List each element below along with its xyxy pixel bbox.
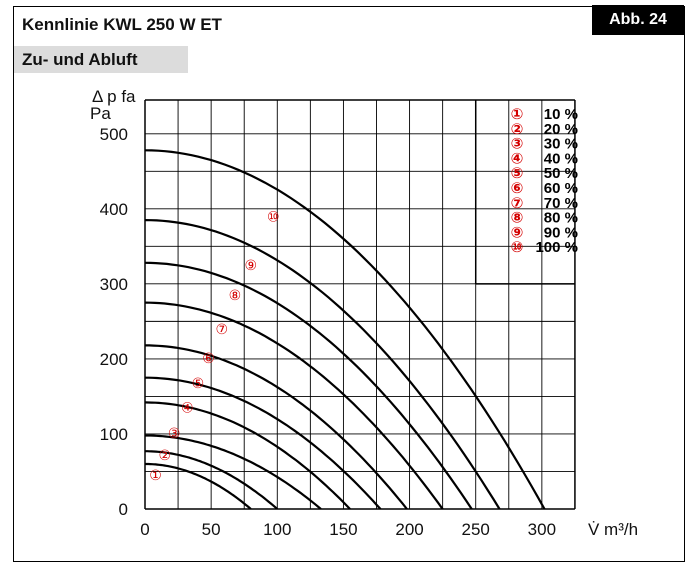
legend-label: 30 %	[544, 136, 578, 153]
curve-line	[145, 149, 546, 509]
legend-label: 50 %	[544, 165, 578, 182]
y-tick-label: 500	[100, 125, 128, 144]
legend-marker: ③	[511, 135, 524, 153]
legend-marker: ⑨	[511, 223, 524, 241]
legend-label: 70 %	[544, 195, 578, 212]
curve-marker: ③	[168, 426, 181, 442]
curve-markers: ① ② ③④ ⑤ ⑥⑦ ⑧⑨ ⑩	[149, 209, 279, 484]
y-tick-label: 200	[100, 350, 128, 369]
curve-marker: ④	[181, 401, 194, 417]
y-tick-label: 0	[119, 500, 128, 519]
legend-label: 100 %	[535, 239, 578, 256]
legend-marker: ⑦	[511, 194, 524, 212]
x-tick-label: 250	[462, 520, 490, 539]
curve-marker: ⑤	[192, 376, 205, 392]
curves	[145, 149, 546, 509]
curve-line	[145, 434, 322, 509]
curve-marker: ⑨	[245, 258, 258, 274]
curve-line	[145, 450, 279, 509]
x-tick-label: 0	[140, 520, 149, 539]
chart-frame	[13, 6, 685, 562]
x-tick-label: 100	[263, 520, 291, 539]
legend-label: 40 %	[544, 150, 578, 167]
legend-marker: ④	[511, 149, 524, 167]
curve-marker: ⑧	[229, 288, 242, 304]
y-tick-label: 400	[100, 200, 128, 219]
x-tick-label: 150	[329, 520, 357, 539]
y-axis-label-unit: Pa	[90, 104, 111, 123]
curve-marker: ①	[149, 468, 162, 484]
x-tick-label: 50	[202, 520, 221, 539]
legend-marker: ⑤	[511, 164, 524, 182]
y-tick-label: 100	[100, 425, 128, 444]
curve-line	[145, 261, 473, 509]
x-axis-label: V̇ m³/h	[588, 520, 638, 539]
legend-label: 20 %	[544, 121, 578, 138]
legend-marker: ⑩	[511, 238, 524, 256]
curve-marker: ⑥	[202, 351, 215, 367]
legend-label: 10 %	[544, 106, 578, 123]
tick-labels: 0 50 100 150 200 250 300 0 100 200 300 400 500	[100, 125, 556, 539]
figure-badge: Abb. 24	[592, 5, 684, 35]
curve-marker: ②	[159, 448, 172, 464]
chart-title: Kennlinie KWL 250 W ET	[22, 15, 222, 34]
curve-line	[145, 376, 382, 509]
curve-marker: ⑦	[215, 322, 228, 338]
subtitle-background	[14, 46, 188, 73]
curve-line	[145, 344, 408, 509]
legend-marker: ②	[511, 120, 524, 138]
curve-line	[145, 401, 351, 509]
legend-marker: ⑥	[511, 179, 524, 197]
legend-marker: ⑧	[511, 209, 524, 227]
y-tick-label: 300	[100, 275, 128, 294]
curve-marker: ⑩	[267, 209, 280, 225]
legend: ① 10 % ② 20 % ③ 30 % ④ 40 % ⑤ 50 % ⑥ 60 % ⑦ 70 % ⑧ 80 %…	[511, 105, 578, 256]
curve-line	[145, 301, 444, 509]
legend-label: 80 %	[544, 210, 578, 227]
legend-label: 90 %	[544, 224, 578, 241]
x-tick-label: 300	[528, 520, 556, 539]
curve-line	[145, 462, 252, 509]
y-axis-label-delta: Δ p fa	[92, 87, 136, 106]
x-tick-label: 200	[395, 520, 423, 539]
legend-marker: ①	[511, 105, 524, 123]
legend-label: 60 %	[544, 180, 578, 197]
chart-subtitle: Zu- und Abluft	[22, 50, 138, 69]
curve-line	[145, 219, 501, 509]
